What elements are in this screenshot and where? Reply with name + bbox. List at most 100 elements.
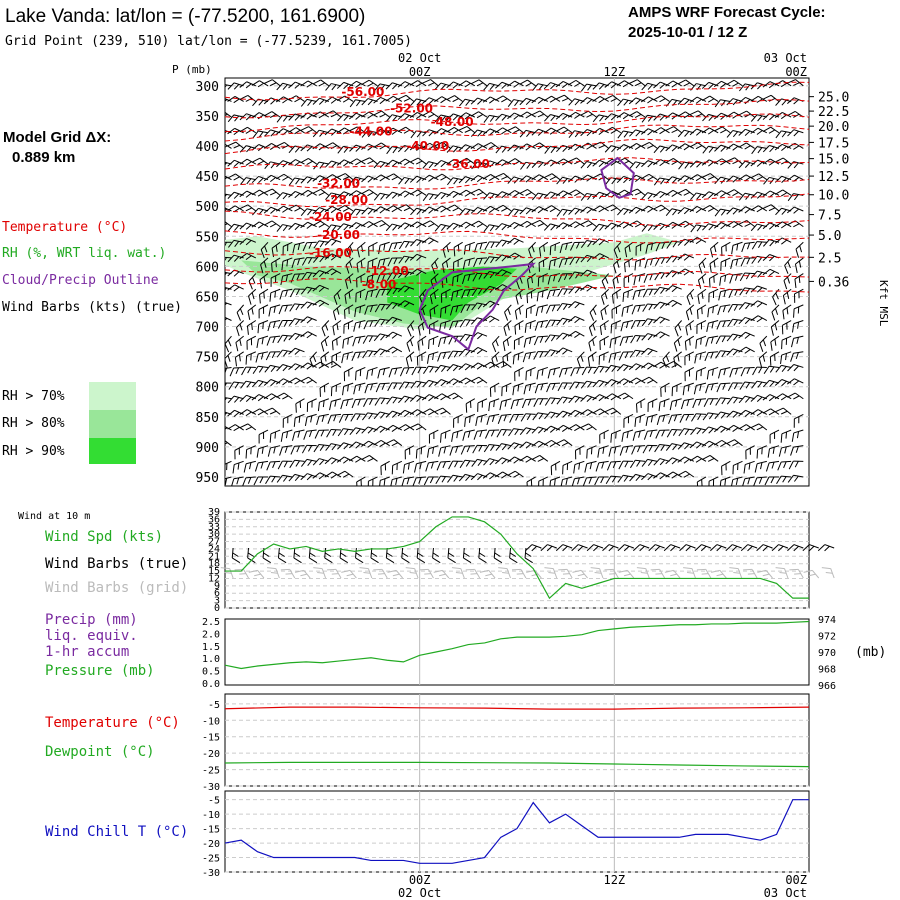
barb-flag [684,240,690,246]
barb-flag [672,256,678,263]
barb-flag [526,162,532,169]
barb-flag [695,239,702,245]
barb-flag [628,260,630,268]
barb-flag [673,342,678,352]
barb-flag [434,224,442,232]
barb-flag [458,157,467,164]
barb-flag [367,82,374,87]
barb-flag [330,255,337,261]
barb-shaft [392,331,403,337]
barb-flag [794,263,798,273]
barb-flag [552,289,556,297]
wind-barb [348,112,366,120]
barb-flag [738,174,747,181]
wind-speed-legend: Wind Spd (kts) [45,529,163,545]
barb-flag [416,270,422,276]
barb-flag [378,480,381,486]
barb-flag [403,224,410,230]
barb-flag [745,288,751,295]
wind-barb [385,410,402,418]
wind-barb [361,426,378,434]
barb-flag [442,248,446,258]
wind-barb [397,285,415,293]
barb-flag [368,350,373,358]
barb-flag [702,261,706,269]
barb-shaft [759,335,768,344]
barb-flag [472,273,478,282]
barb-flag [473,243,478,253]
barb-flag [343,193,349,199]
barb-flag [301,272,308,281]
barb-flag [468,243,471,251]
barb-flag [421,206,430,214]
barb-shaft [259,189,269,196]
barb-flag [306,402,309,412]
wind-barb [397,81,415,89]
barb-flag [592,82,600,90]
barb-flag [611,178,617,185]
barb-flag [291,259,296,269]
barb-flag [610,207,618,212]
barb-flag [689,128,698,136]
barb-shaft [452,288,463,293]
barb-flag [366,370,369,380]
barb-flag [525,82,532,87]
barb-flag [240,380,247,389]
barb-flag [340,400,344,410]
barb-flag [733,382,738,390]
barb-flag [580,97,588,104]
barb-flag [464,82,471,88]
wind-barb [617,207,634,216]
barb-flag [665,255,673,264]
barb-shaft [429,142,439,149]
barb-flag [738,110,747,116]
barb-flag [701,127,710,134]
barb-flag [757,225,763,231]
barb-flag [256,448,259,458]
barb-shaft [769,268,780,275]
barb-flag [353,322,357,332]
barb-flag [757,241,763,248]
barb-flag [349,144,357,152]
barb-flag [501,98,508,103]
wind-barb [312,97,329,105]
wind-barb [225,220,232,228]
barb-shaft [391,272,402,275]
barb-flag [477,131,483,137]
barb-shaft [259,157,269,165]
barb-shaft [697,174,707,181]
barb-shaft [489,458,500,462]
barb-flag [636,460,641,467]
wind-barb [477,398,488,412]
barb-flag [713,158,723,164]
barb-shaft [368,241,378,248]
barb-flag [282,98,289,104]
barb-flag [425,462,429,472]
wind-barb [774,379,792,387]
barb-flag [683,82,691,87]
wind-barb [567,143,585,151]
barb-flag [428,130,434,137]
barb-flag [267,447,271,457]
wind-barb [429,288,439,305]
barb-shaft [356,257,366,264]
wind-barb [713,80,731,88]
barb-flag [598,355,601,365]
wind-barb [225,256,232,264]
barb-shaft [696,224,707,228]
wind-barb [385,223,402,232]
barb-flag [769,434,771,444]
wind-barb [288,190,305,199]
barb-shaft [367,273,378,278]
wind-barb [428,335,439,350]
barb-flag [772,296,777,306]
barb-flag [793,145,800,150]
barb-flag [225,208,228,214]
wind-barb [514,367,524,382]
barb-flag [499,401,503,411]
barb-flag [239,238,247,245]
barb-flag [586,162,593,169]
barb-flag [367,192,374,197]
barb-flag [458,98,466,107]
barb-flag [235,327,240,337]
